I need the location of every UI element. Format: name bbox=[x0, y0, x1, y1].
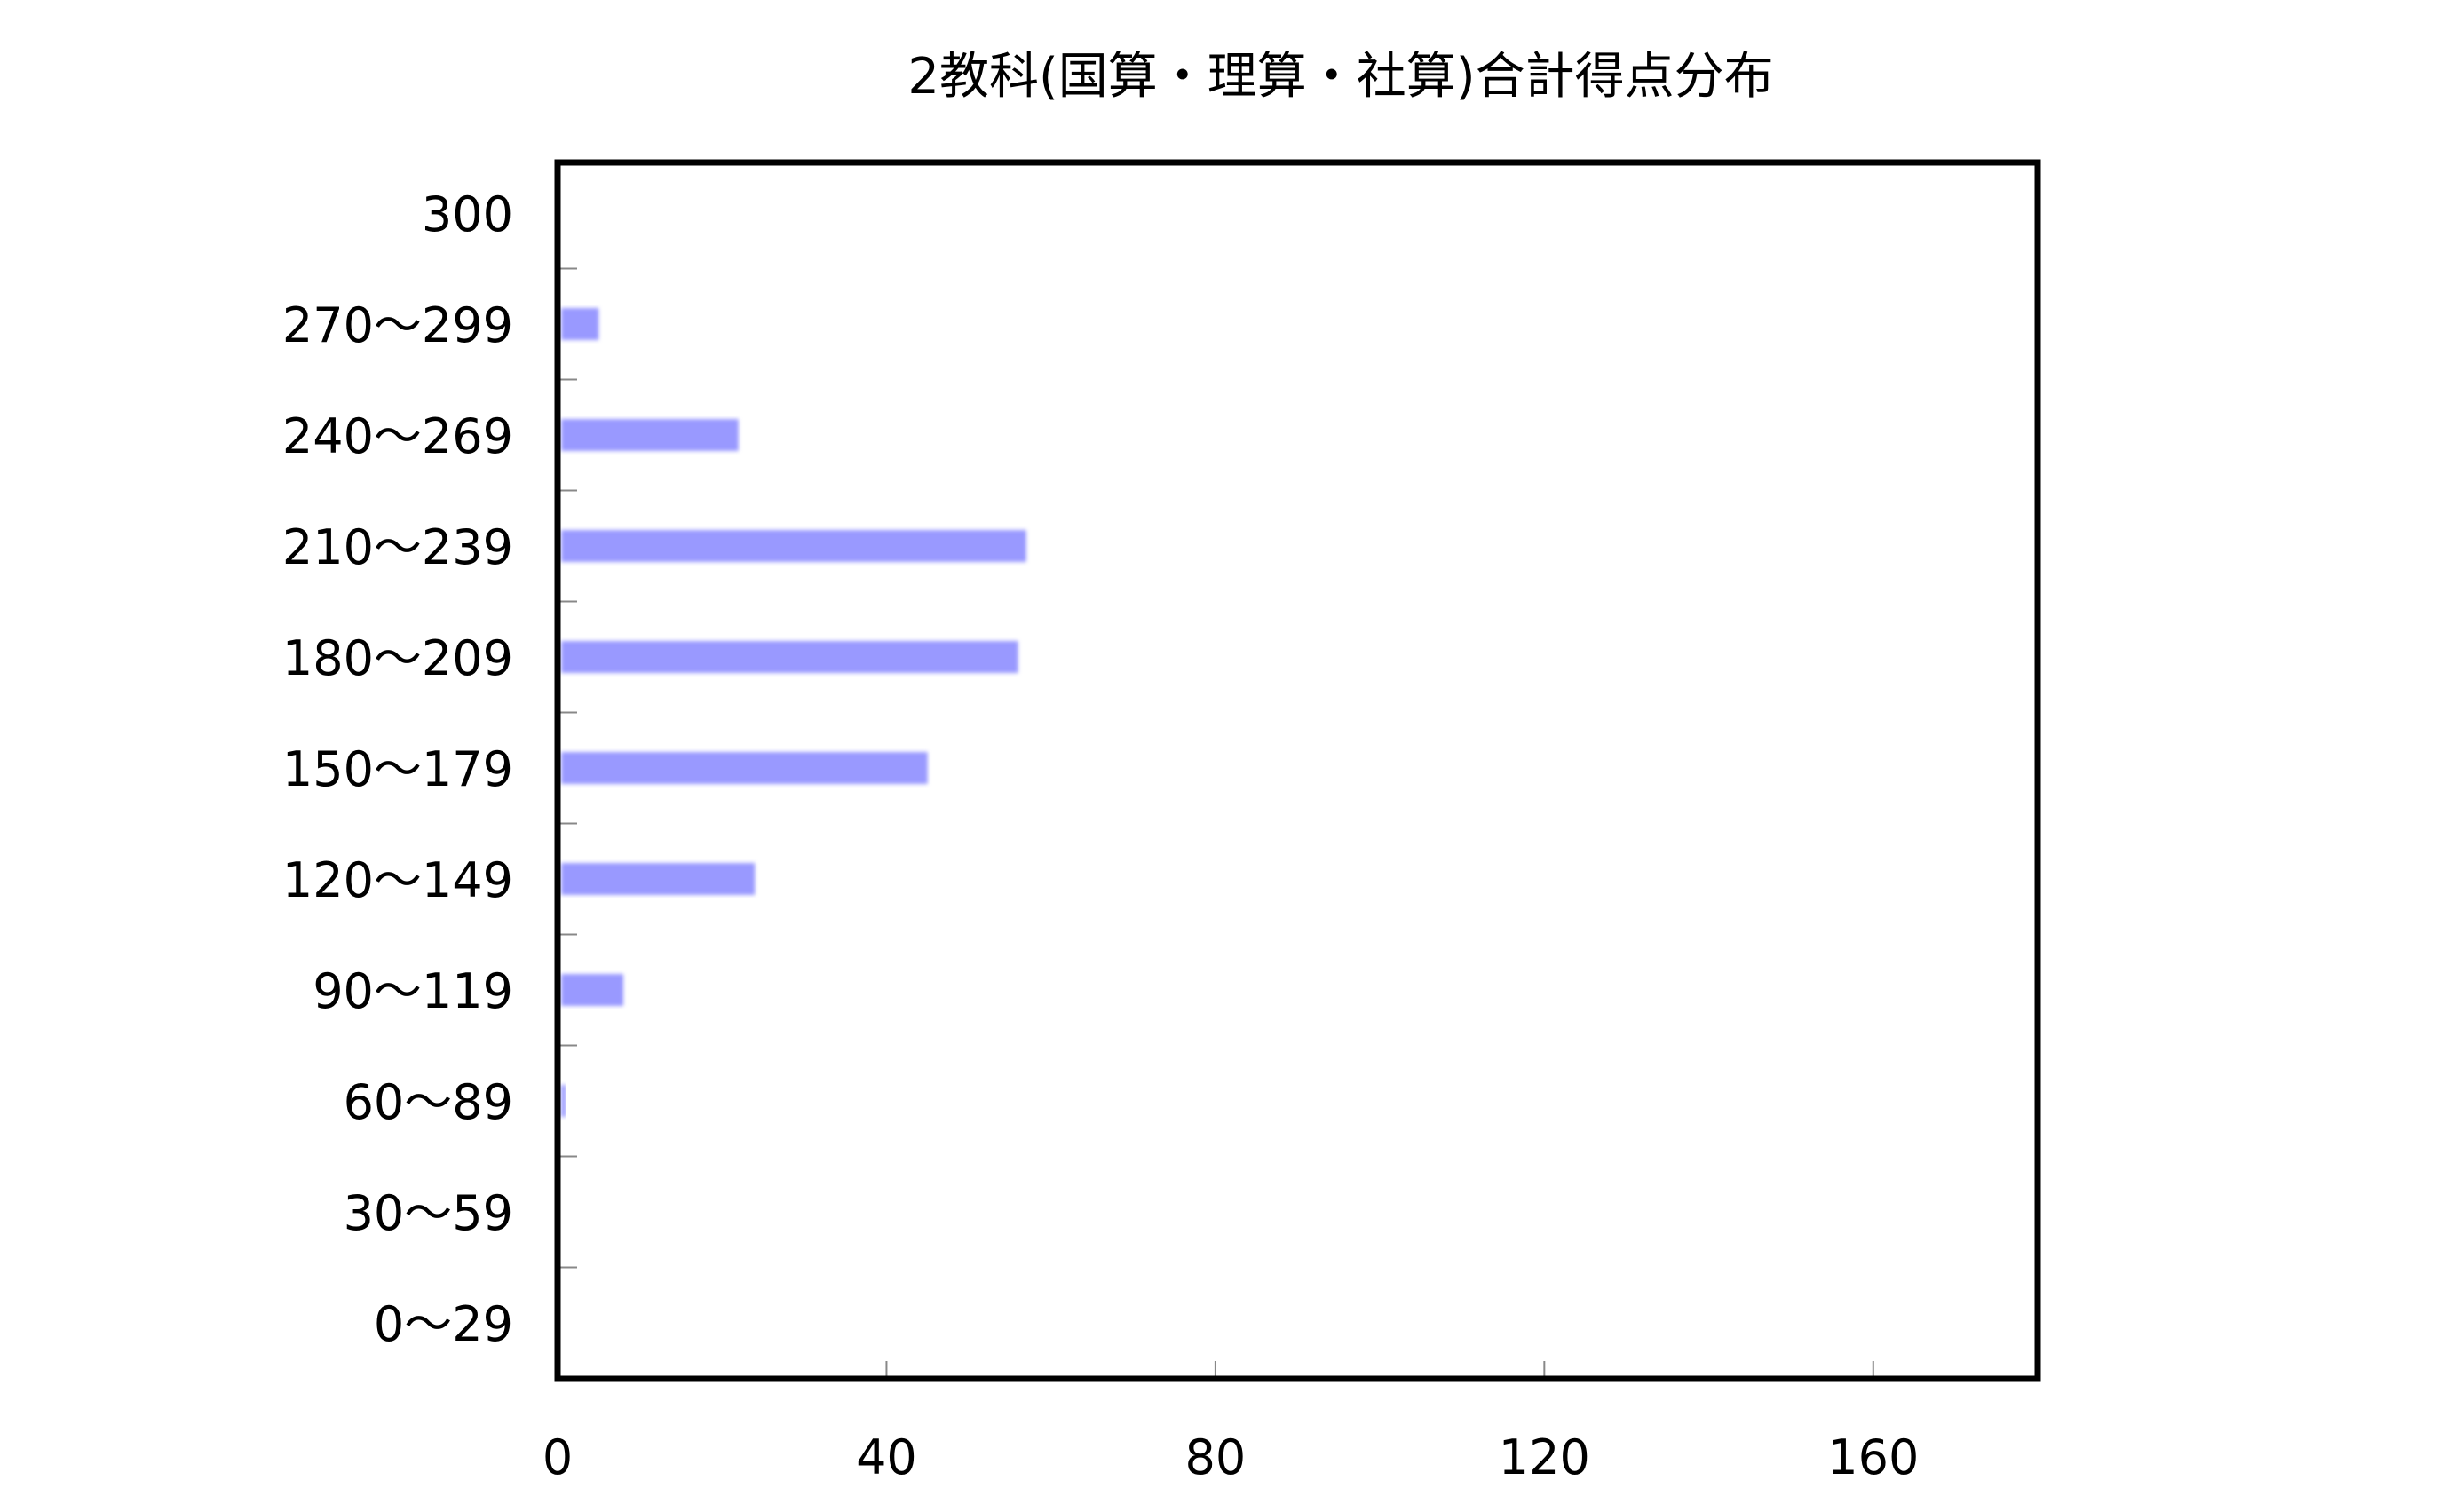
bars-layer bbox=[561, 308, 1026, 1117]
y-tick-label: 0〜29 bbox=[374, 1296, 513, 1352]
bar bbox=[561, 863, 756, 895]
y-tick-label: 90〜119 bbox=[313, 963, 513, 1019]
bar bbox=[561, 641, 1018, 673]
y-tick-label: 270〜299 bbox=[282, 297, 513, 353]
x-tick-label: 40 bbox=[856, 1429, 917, 1485]
bar bbox=[561, 308, 599, 340]
y-tick-label: 30〜59 bbox=[344, 1185, 513, 1241]
x-tick-label: 0 bbox=[542, 1429, 573, 1485]
y-tick-label: 300 bbox=[422, 186, 513, 242]
bar bbox=[561, 530, 1026, 562]
plot-area-frame bbox=[554, 159, 2041, 1382]
x-tick-label: 160 bbox=[1827, 1429, 1919, 1485]
y-tick-label: 180〜209 bbox=[282, 630, 513, 686]
bar bbox=[561, 752, 928, 784]
y-tick-label: 150〜179 bbox=[282, 741, 513, 797]
bar bbox=[561, 974, 624, 1006]
ticks-layer bbox=[558, 267, 1874, 1379]
chart-title: 2教科(国算・理算・社算)合計得点分布 bbox=[907, 48, 1773, 106]
y-tick-label: 120〜149 bbox=[282, 852, 513, 908]
y-tick-label: 240〜269 bbox=[282, 408, 513, 464]
x-tick-label: 120 bbox=[1499, 1429, 1590, 1485]
bar bbox=[561, 419, 739, 451]
x-axis-labels: 0 40 80 120 160 bbox=[542, 1429, 1919, 1485]
y-axis-labels: 0〜29 30〜59 60〜89 90〜119 120〜149 150〜179 180〜20… bbox=[282, 186, 513, 1352]
y-tick-label: 60〜89 bbox=[344, 1074, 513, 1130]
x-tick-label: 80 bbox=[1185, 1429, 1247, 1485]
y-tick-label: 210〜239 bbox=[282, 519, 513, 575]
bar bbox=[561, 1085, 566, 1117]
